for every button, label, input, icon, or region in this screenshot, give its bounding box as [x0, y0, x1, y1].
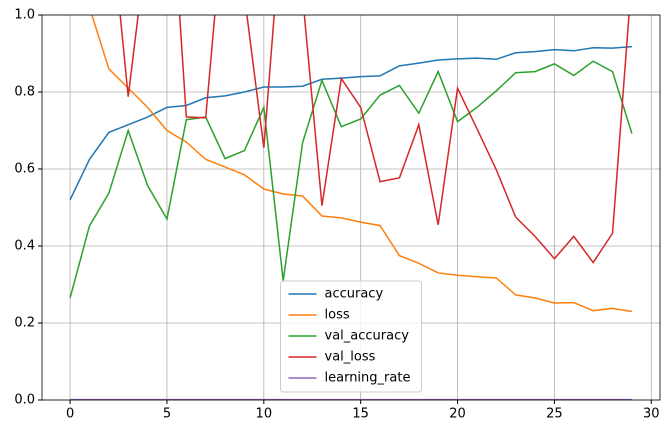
y-tick-label: 0.6 [14, 162, 35, 177]
legend-label: accuracy [325, 287, 384, 302]
x-tick-label: 30 [643, 407, 660, 422]
plot-frame [41, 14, 661, 401]
legend-label: val_accuracy [325, 329, 410, 344]
y-tick-label: 0.8 [14, 85, 35, 100]
x-tick-label: 5 [163, 407, 171, 422]
y-tick-label: 0.4 [14, 239, 35, 254]
y-tick-label: 0.2 [14, 316, 35, 331]
legend-box [280, 280, 422, 393]
y-tick-label: 0.0 [14, 393, 35, 408]
series-line [91, 15, 633, 313]
x-tick-label: 15 [352, 407, 369, 422]
legend-label: val_loss [325, 350, 376, 365]
y-tick-label: 1.0 [14, 8, 35, 23]
series-line [119, 15, 630, 264]
series-line [69, 60, 633, 299]
legend-label: learning_rate [325, 371, 411, 386]
x-tick-label: 10 [256, 407, 273, 422]
x-tick-label: 20 [449, 407, 466, 422]
x-tick-label: 0 [66, 407, 74, 422]
series-line [69, 45, 632, 201]
legend-label: loss [325, 308, 350, 323]
x-tick-label: 25 [546, 407, 563, 422]
